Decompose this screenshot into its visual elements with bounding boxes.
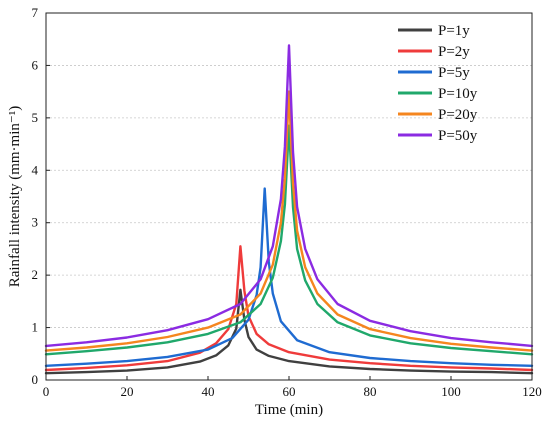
series-line [44,90,534,352]
series-line [44,187,534,367]
legend-label: P=20y [438,107,478,123]
x-tick-label: 0 [43,384,50,399]
series-line [44,245,534,372]
x-tick-label: 120 [522,384,542,399]
series-line [44,44,534,348]
series-layer [44,44,534,375]
grid-lines [46,65,532,328]
y-tick-label: 5 [32,110,39,125]
x-tick-label: 20 [121,384,134,399]
x-tick-label: 60 [283,384,296,399]
legend-label: P=5y [438,65,470,81]
axis-ticks: 0 20 40 60 80 100 120 0 1 2 3 4 5 6 7 [32,5,542,399]
legend-label: P=10y [438,86,478,102]
x-axis-label: Time (min) [255,402,323,418]
legend-label: P=50y [438,128,478,144]
y-tick-label: 6 [32,57,39,72]
y-tick-label: 1 [32,320,39,335]
y-axis-label: Rainfall intensity (mm·min⁻¹) [7,106,23,288]
legend: P=1y P=2y P=5y P=10y P=20y P=50y [398,23,478,144]
y-tick-label: 7 [32,5,39,20]
y-tick-label: 3 [32,215,39,230]
legend-label: P=1y [438,23,470,39]
y-tick-label: 2 [32,267,39,282]
series-line [44,288,534,375]
legend-label: P=2y [438,44,470,60]
y-tick-label: 0 [32,372,39,387]
series-line [44,124,534,356]
x-tick-label: 40 [202,384,215,399]
y-tick-label: 4 [32,162,39,177]
x-tick-label: 80 [364,384,377,399]
x-tick-label: 100 [441,384,461,399]
